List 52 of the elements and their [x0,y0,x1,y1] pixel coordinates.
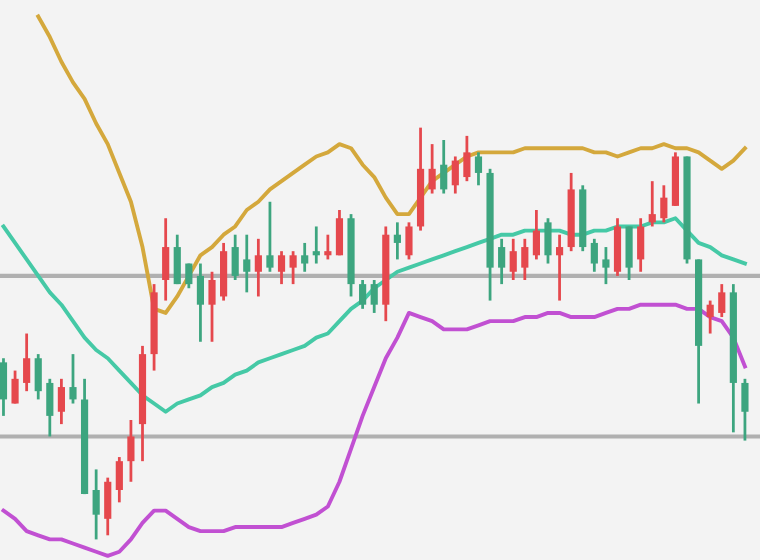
candlestick [0,356,8,418]
candlestick [532,208,540,261]
candlestick [243,233,251,294]
candlestick [220,241,228,302]
candlestick [104,476,112,537]
candlestick [555,233,564,302]
candlestick [277,249,286,286]
candlestick [69,352,77,405]
candlestick [521,237,529,282]
candlestick [57,377,65,426]
candlestick [34,352,42,401]
candlestick [115,455,123,504]
candlestick [254,237,262,298]
candlestick [359,278,367,311]
candlestick [370,278,378,315]
candlestick [741,377,749,442]
candlestick [451,155,459,195]
candlestick [637,216,645,274]
candlestick [335,208,344,257]
candlestick [463,134,471,183]
candlestick [440,138,448,195]
candlestick [590,237,598,274]
candlestick [185,262,193,290]
candlestick [718,282,726,319]
candlestick [544,216,552,265]
candlestick [498,237,506,286]
candlestick [706,299,714,335]
candlestick [660,183,668,224]
candlestick [162,216,170,302]
candlestick [289,249,297,286]
candlestick [92,468,100,541]
candlestick [405,220,413,261]
candlestick [196,262,205,344]
candlestick [266,200,274,274]
candlestick [208,270,216,344]
candlestick [127,418,135,484]
candlestick [393,220,401,261]
candlestick [648,179,656,228]
candlestick [231,233,239,282]
candlestick [509,237,517,282]
candlestick [173,233,181,286]
candlestick [301,241,309,274]
candlestick [602,245,610,286]
candlestick [11,369,19,405]
candlestick [474,150,483,187]
candlestick [428,142,436,195]
candlestick [23,332,31,393]
candlestick [46,377,54,438]
candlestick [324,233,332,261]
candlestick [613,216,622,278]
candlestick [312,225,320,265]
candlestick [625,225,633,282]
